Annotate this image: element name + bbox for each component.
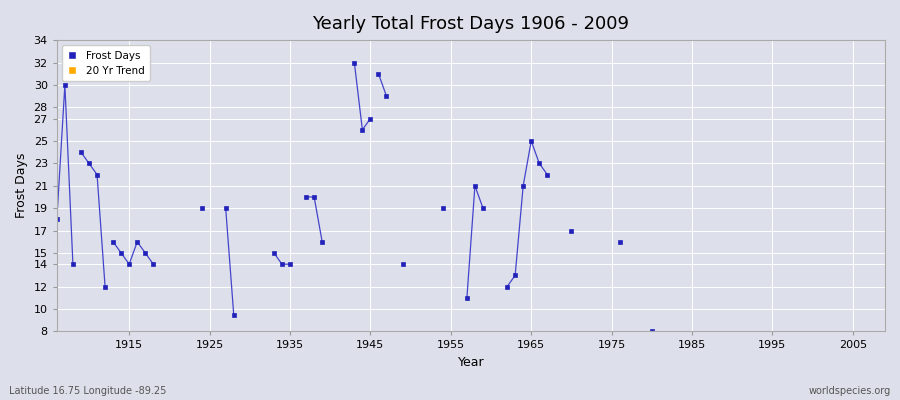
X-axis label: Year: Year <box>457 356 484 369</box>
Text: worldspecies.org: worldspecies.org <box>809 386 891 396</box>
Y-axis label: Frost Days: Frost Days <box>15 153 28 218</box>
Legend: Frost Days, 20 Yr Trend: Frost Days, 20 Yr Trend <box>62 45 150 82</box>
Title: Yearly Total Frost Days 1906 - 2009: Yearly Total Frost Days 1906 - 2009 <box>312 15 629 33</box>
Text: Latitude 16.75 Longitude -89.25: Latitude 16.75 Longitude -89.25 <box>9 386 166 396</box>
